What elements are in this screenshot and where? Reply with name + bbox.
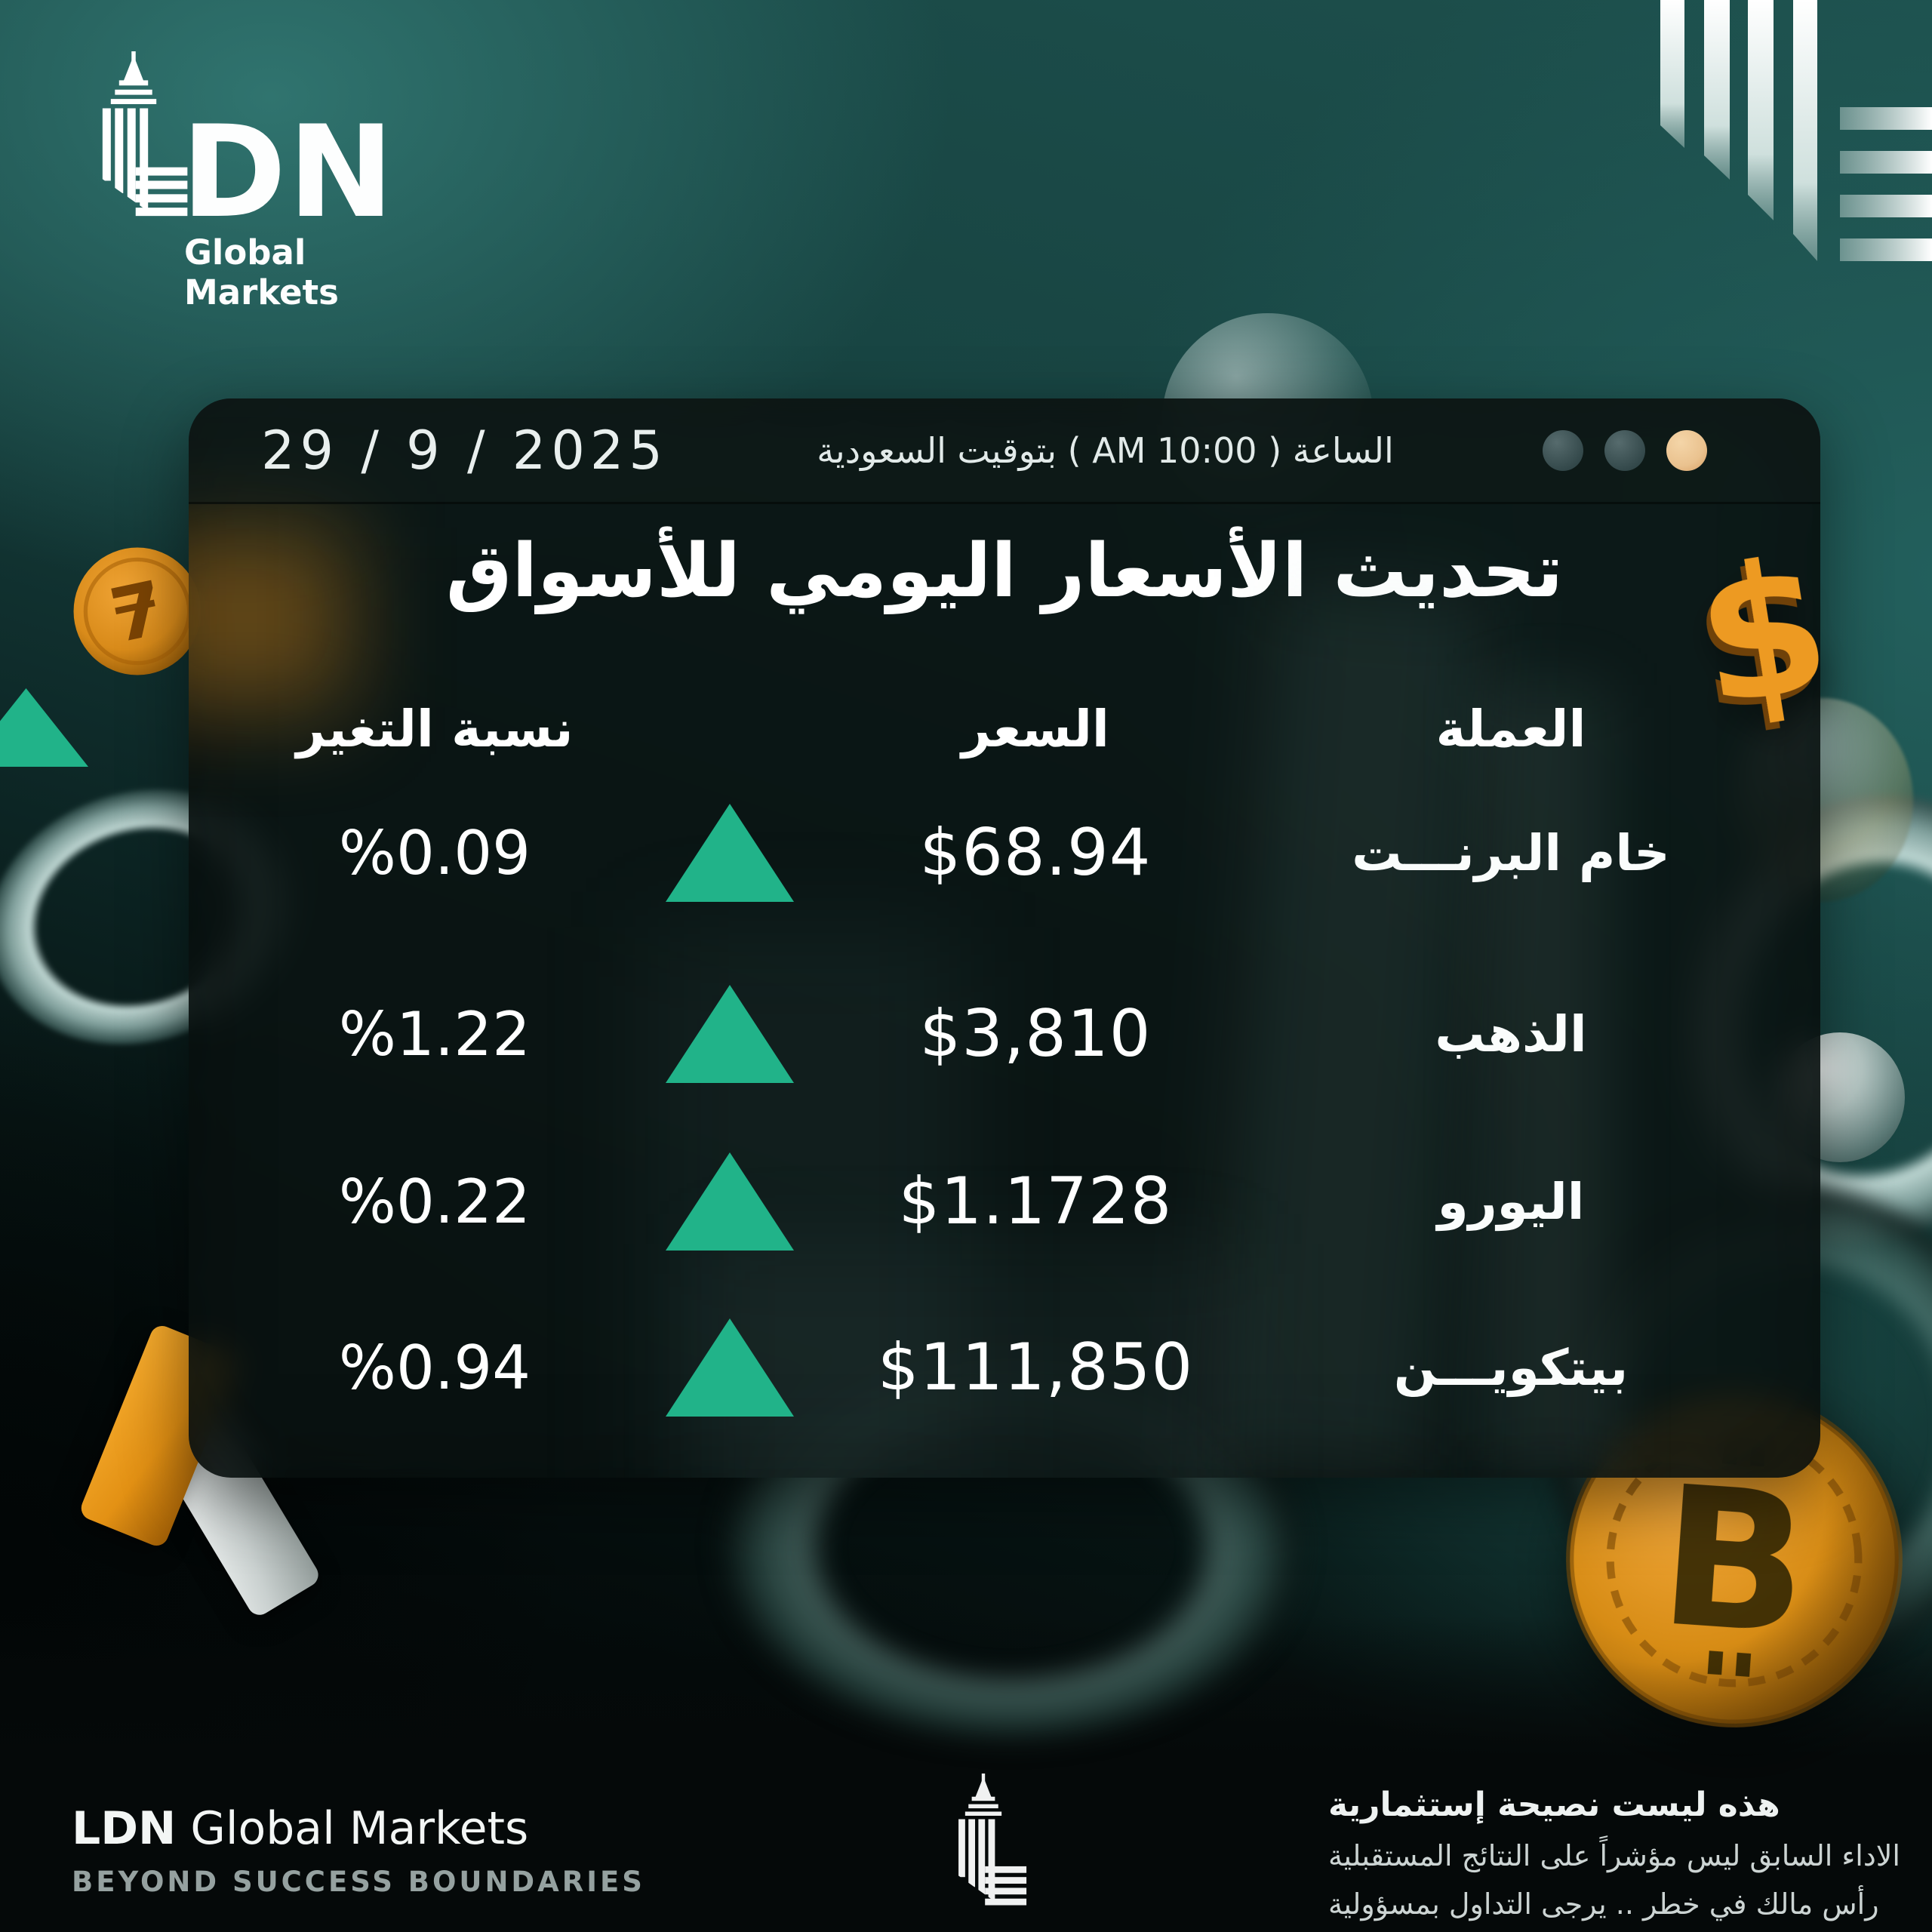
table-row-bitcoin: بيتكويـــن $111,850 %0.94 xyxy=(234,1292,1775,1443)
footer-brand-name: LDN Global Markets xyxy=(72,1802,645,1855)
window-dot-icon xyxy=(1604,429,1645,471)
window-dots xyxy=(1542,429,1707,471)
glass-streak xyxy=(1487,685,1607,1478)
time-text: الساعة ( AM 10:00 ) بتوقيت السعودية xyxy=(817,429,1394,471)
asset-name: خام البرنـــت xyxy=(1352,823,1670,882)
asset-name: الذهب xyxy=(1435,1004,1587,1063)
glass-streak xyxy=(702,1244,1245,1478)
up-triangle-icon xyxy=(666,804,794,902)
asset-name: اليورو xyxy=(1437,1172,1585,1231)
table-header-row: العملة السعر نسبة التغير xyxy=(234,654,1775,804)
page-title: تحديث الأسعار اليومي للأسواق xyxy=(445,528,1564,614)
asset-change: %1.22 xyxy=(338,998,531,1069)
asset-change: %0.94 xyxy=(338,1332,531,1403)
window-dot-icon xyxy=(1666,429,1707,471)
disclaimer-line: هذه ليست نصيحة إستثمارية xyxy=(1327,1786,1780,1824)
window-dot-icon xyxy=(1542,429,1583,471)
table-row-brent: خام البرنـــت $68.94 %0.09 xyxy=(234,777,1775,928)
footer-brand: LDN Global Markets BEYOND SUCCESS BOUNDA… xyxy=(72,1802,645,1898)
corner-stripes-decoration xyxy=(1660,0,1932,261)
asset-price: $3,810 xyxy=(919,996,1152,1072)
up-triangle-icon xyxy=(666,1318,794,1417)
table-row-gold: الذهب $3,810 %1.22 xyxy=(234,958,1775,1109)
asset-price: $1.1728 xyxy=(898,1164,1173,1239)
footer-brand-regular: Global Markets xyxy=(176,1802,529,1855)
table-row-euro: اليورو $1.1728 %0.22 xyxy=(234,1126,1775,1277)
column-header-price: السعر xyxy=(961,700,1109,758)
footer-tagline: BEYOND SUCCESS BOUNDARIES xyxy=(72,1866,645,1898)
up-triangle-icon xyxy=(666,985,794,1083)
building-l-icon xyxy=(958,1774,1027,1906)
price-window: 29 / 9 / 2025 الساعة ( AM 10:00 ) بتوقيت… xyxy=(189,398,1820,1478)
window-title-bar: 29 / 9 / 2025 الساعة ( AM 10:00 ) بتوقيت… xyxy=(189,398,1820,504)
disclaimer-line: رأس مالك في خطر .. يرجى التداول بمسؤولية xyxy=(1327,1887,1879,1921)
logo-subtitle: Global Markets xyxy=(184,232,339,312)
asset-price: $68.94 xyxy=(919,815,1152,891)
riyal-coin-icon: 7 xyxy=(73,547,202,675)
asset-price: $111,850 xyxy=(877,1330,1194,1405)
disclaimer-line: الاداء السابق ليس مؤشراً على النتائج الم… xyxy=(1327,1839,1900,1872)
column-header-change: نسبة التغير xyxy=(296,700,574,758)
asset-change: %0.09 xyxy=(338,817,531,888)
building-l-icon xyxy=(102,51,188,217)
footer-brand-bold: LDN xyxy=(72,1802,177,1855)
footer-disclaimer: هذه ليست نصيحة إستثمارية الاداء السابق ل… xyxy=(1328,1786,1900,1921)
logo-letters: DN xyxy=(181,98,396,246)
glass-streak-orange xyxy=(189,527,347,708)
date-text: 29 / 9 / 2025 xyxy=(261,419,668,481)
column-header-asset: العملة xyxy=(1435,700,1586,758)
asset-name: بيتكويـــن xyxy=(1393,1338,1629,1397)
ldn-logo: DN Global Markets xyxy=(69,51,432,312)
up-triangle-icon xyxy=(666,1152,794,1251)
asset-change: %0.22 xyxy=(338,1166,531,1237)
